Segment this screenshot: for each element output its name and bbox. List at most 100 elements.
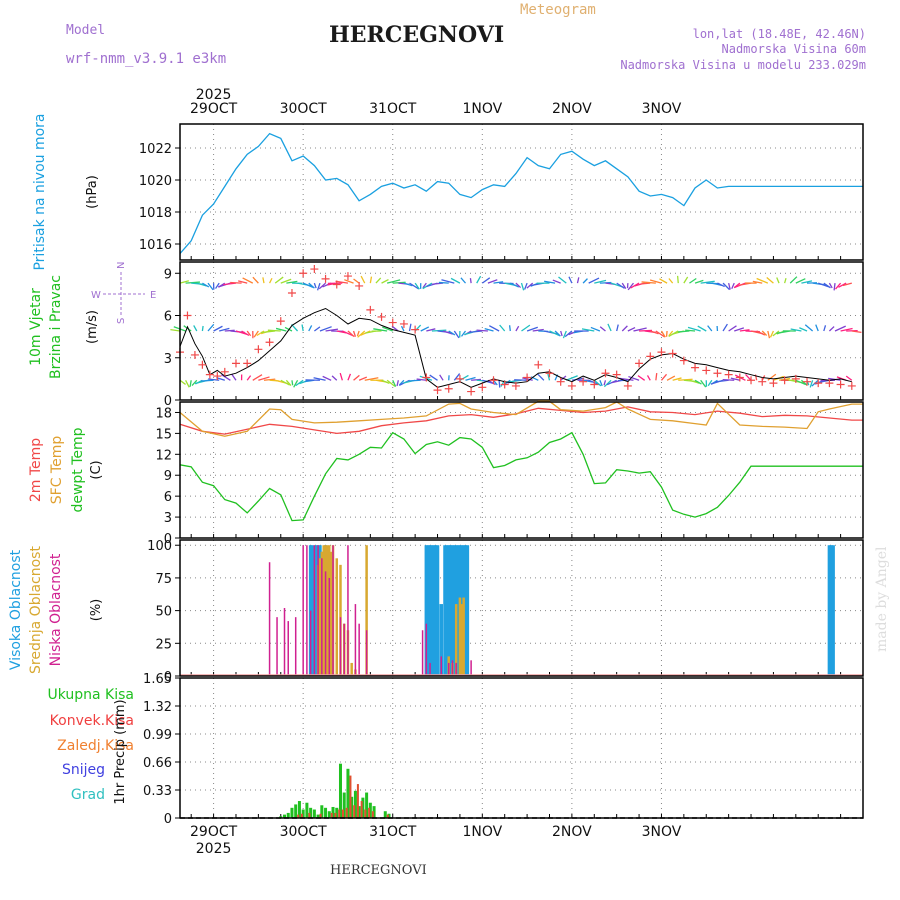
y-tick-label: 18 <box>155 406 172 421</box>
wind-barb <box>722 323 728 332</box>
total-rain-bar <box>372 806 376 818</box>
mid-cloud-bar <box>460 604 464 676</box>
wind-barb <box>263 378 276 381</box>
wind-gust-marker <box>803 377 812 386</box>
wind-barb <box>728 325 737 332</box>
wind-barb <box>552 279 561 284</box>
low-cloud-bar <box>313 545 316 676</box>
high-cloud-bar <box>439 604 444 676</box>
wind-barb <box>789 276 798 284</box>
top-date-label: 31OCT <box>369 101 417 117</box>
wind-barb <box>795 278 806 284</box>
wind-barb <box>316 282 321 291</box>
wind-gust-marker <box>243 359 252 368</box>
convective-rain-bar <box>308 812 311 818</box>
mid-cloud-bar <box>322 545 325 676</box>
wind-barb <box>607 323 612 332</box>
low-cloud-bar <box>440 656 443 676</box>
wind-barb <box>493 379 498 386</box>
wind-barb <box>761 330 768 336</box>
wind-barb <box>707 325 713 332</box>
wind-gust-marker <box>355 281 364 290</box>
wind-barb <box>790 328 802 332</box>
wind-barb <box>520 282 525 291</box>
wind-barb <box>358 376 368 381</box>
total-rain-bar <box>320 805 324 818</box>
convective-rain-bar <box>371 811 374 818</box>
wind-barb <box>403 282 413 287</box>
wind-barb <box>685 329 696 332</box>
wind-barb <box>465 376 476 381</box>
wind-barb <box>660 330 666 338</box>
wind-barb <box>214 282 220 289</box>
wind-barb <box>331 375 338 381</box>
low-cloud-bar <box>283 608 286 676</box>
model-altitude-label: Nadmorska Visina u modelu 233.029m <box>620 58 866 72</box>
wind-gust-marker <box>343 272 352 281</box>
wind-barb <box>498 380 501 388</box>
wind-gust-marker <box>478 383 487 392</box>
y-tick-label: 9 <box>164 267 172 282</box>
wind-barb <box>582 278 588 284</box>
wind-barb <box>230 281 242 284</box>
y-tick-label: 12 <box>155 448 172 463</box>
convective-rain-bar <box>297 814 300 818</box>
wind-barb <box>594 279 607 284</box>
compass-s: S <box>116 318 127 324</box>
wind-barb <box>641 281 656 284</box>
low-cloud-bar <box>358 623 360 676</box>
wind-title-2: Brzina i Pravac <box>48 275 64 379</box>
wind-barb <box>828 326 835 332</box>
wind-barb <box>621 282 627 289</box>
high-cloud-bar <box>432 545 436 676</box>
wind-barb <box>593 379 602 387</box>
wind-barb <box>185 281 200 284</box>
wind-barb <box>438 281 449 284</box>
wind-gust-marker <box>467 387 476 396</box>
wind-gust-marker <box>422 373 431 382</box>
wind-barb <box>590 326 601 332</box>
wind-barb <box>581 328 595 332</box>
total-rain-bar <box>312 809 316 818</box>
wind-barb <box>549 330 560 337</box>
wind-barb <box>840 327 853 332</box>
wind-gust-marker <box>601 369 610 378</box>
wind-barb <box>767 330 771 339</box>
wind-barb <box>599 380 603 387</box>
mid-cloud-bar <box>365 545 368 676</box>
wind-barb <box>700 280 715 284</box>
wind-barb <box>566 375 578 381</box>
wind-barb <box>364 377 379 381</box>
wind-barb <box>469 278 472 284</box>
wind-barb <box>408 323 412 332</box>
wind-barb <box>650 330 659 335</box>
high-cloud-bar <box>831 545 835 676</box>
wind-barb <box>471 378 482 381</box>
cloud-title-mid: Srednja Oblacnost <box>28 546 44 674</box>
wind-barb <box>800 379 808 386</box>
wind-barb <box>439 374 444 381</box>
wind-barb <box>488 325 500 332</box>
y-tick-label: 1022 <box>139 142 172 157</box>
wind-barb <box>568 276 573 284</box>
panel-frame-0 <box>179 123 864 261</box>
total-rain-bar <box>331 806 335 818</box>
altitude-label: Nadmorska Visina 60m <box>722 42 867 56</box>
low-cloud-bar <box>343 623 345 676</box>
y-tick-label: 6 <box>164 310 172 325</box>
wind-barb <box>246 330 252 337</box>
wind-barb <box>851 330 862 334</box>
y-tick-label: 1020 <box>139 174 172 189</box>
wind-barb <box>286 280 298 284</box>
y-tick-label: 0 <box>164 670 172 685</box>
high-cloud-bar <box>450 545 455 676</box>
wind-barb <box>231 373 237 381</box>
y-tick-label: 0 <box>164 532 172 547</box>
wind-barb <box>284 326 293 332</box>
wind-barb <box>223 282 237 286</box>
low-cloud-bar <box>332 545 334 676</box>
wind-barb <box>392 380 397 387</box>
wind-barb <box>526 326 538 332</box>
mid-cloud-bar <box>329 551 333 676</box>
